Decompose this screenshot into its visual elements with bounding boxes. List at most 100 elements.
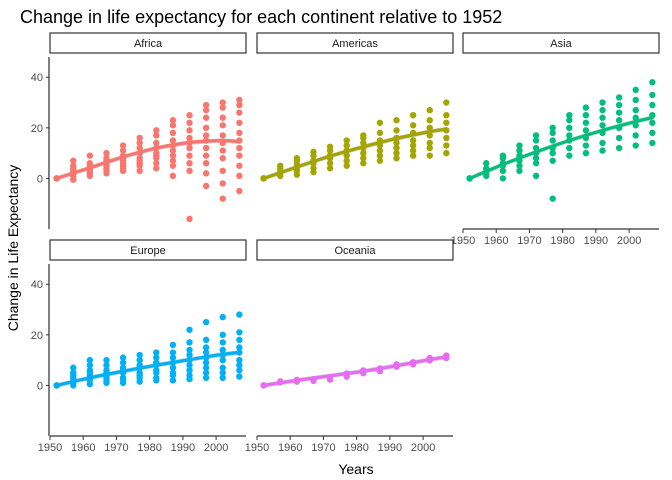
data-point — [360, 132, 367, 139]
data-point — [632, 132, 639, 139]
data-point — [236, 152, 243, 159]
data-point — [393, 144, 400, 152]
data-point — [119, 147, 127, 154]
data-point — [186, 127, 193, 134]
data-point — [136, 139, 143, 147]
data-point — [169, 341, 177, 349]
data-point — [219, 364, 226, 371]
data-point — [549, 149, 556, 157]
data-point — [566, 117, 573, 124]
data-point — [343, 137, 350, 144]
data-point — [153, 349, 160, 356]
data-point — [236, 361, 243, 369]
y-tick-label: 20 — [31, 330, 43, 342]
data-point — [219, 180, 226, 187]
facet-panels: Africa 0 20 40 Americas Asia 1950 1960 1970 1980 1… — [31, 32, 660, 454]
data-point — [136, 144, 143, 152]
data-point — [393, 127, 400, 134]
data-point — [615, 94, 623, 101]
facet-label-americas: Americas — [332, 38, 378, 50]
data-point — [549, 129, 556, 137]
y-tick-label: 20 — [31, 123, 43, 135]
data-point — [516, 147, 523, 154]
data-point — [202, 124, 210, 132]
data-point — [615, 109, 623, 116]
data-point — [136, 154, 143, 162]
data-point — [219, 114, 226, 121]
data-point — [426, 152, 433, 159]
trend-line — [262, 355, 448, 388]
data-point — [516, 162, 523, 169]
data-point — [136, 351, 143, 359]
data-point — [409, 111, 417, 119]
data-point — [236, 109, 243, 116]
x-tick-label: 2000 — [204, 442, 228, 454]
data-point — [599, 147, 606, 154]
data-point — [360, 139, 367, 147]
x-axis-title: Years — [338, 461, 373, 477]
data-point — [186, 361, 193, 369]
data-point — [153, 354, 160, 361]
data-point — [186, 160, 193, 167]
x-tick-label: 1980 — [344, 442, 368, 454]
data-point — [632, 86, 639, 94]
data-point — [202, 106, 210, 114]
data-point — [582, 149, 590, 157]
data-point — [153, 367, 160, 374]
data-point — [566, 152, 573, 159]
data-point — [632, 142, 639, 149]
x-tick-label: 2000 — [617, 235, 641, 247]
data-point — [236, 329, 243, 336]
data-point — [202, 144, 210, 152]
facet-oceania: Oceania 1950 1960 1970 1980 1990 2000 — [245, 239, 454, 454]
data-point — [103, 149, 110, 157]
x-tick-label: 1970 — [104, 442, 128, 454]
data-point — [202, 101, 210, 109]
data-point — [649, 129, 656, 137]
data-point — [169, 157, 177, 164]
data-point — [153, 149, 160, 157]
data-point — [186, 119, 193, 126]
data-point — [376, 152, 384, 159]
trend-confidence-band — [56, 138, 240, 181]
data-point — [426, 117, 433, 124]
data-point — [532, 137, 540, 144]
data-point — [236, 344, 243, 351]
data-point — [615, 101, 623, 109]
data-point — [376, 147, 384, 154]
y-tick-label: 40 — [31, 72, 43, 84]
data-point — [409, 142, 417, 149]
data-point — [86, 361, 94, 369]
data-point — [219, 147, 226, 154]
data-point — [103, 367, 110, 374]
data-point — [86, 356, 94, 364]
data-point — [393, 149, 400, 157]
data-point — [566, 111, 573, 119]
data-point — [169, 137, 177, 144]
y-axis-title: Change in Life Expectancy — [5, 165, 21, 332]
data-point — [426, 139, 433, 147]
data-point — [376, 129, 384, 137]
data-point — [153, 127, 160, 134]
data-point — [186, 144, 193, 152]
data-point — [360, 149, 367, 157]
data-point — [236, 129, 243, 137]
data-point — [632, 106, 639, 114]
data-point — [219, 369, 226, 376]
y-tick-label: 40 — [31, 279, 43, 291]
data-point — [443, 142, 450, 149]
data-point — [310, 148, 317, 156]
data-point — [443, 119, 450, 126]
data-point — [202, 344, 210, 351]
data-point — [549, 157, 556, 164]
data-point — [202, 349, 210, 356]
data-point — [186, 346, 193, 354]
data-point — [103, 361, 110, 369]
data-point — [615, 117, 623, 124]
data-point — [649, 119, 656, 126]
x-tick-label: 1980 — [550, 235, 574, 247]
data-point — [236, 162, 243, 169]
facet-label-africa: Africa — [134, 38, 163, 50]
data-point — [169, 369, 177, 376]
data-point — [169, 152, 177, 159]
